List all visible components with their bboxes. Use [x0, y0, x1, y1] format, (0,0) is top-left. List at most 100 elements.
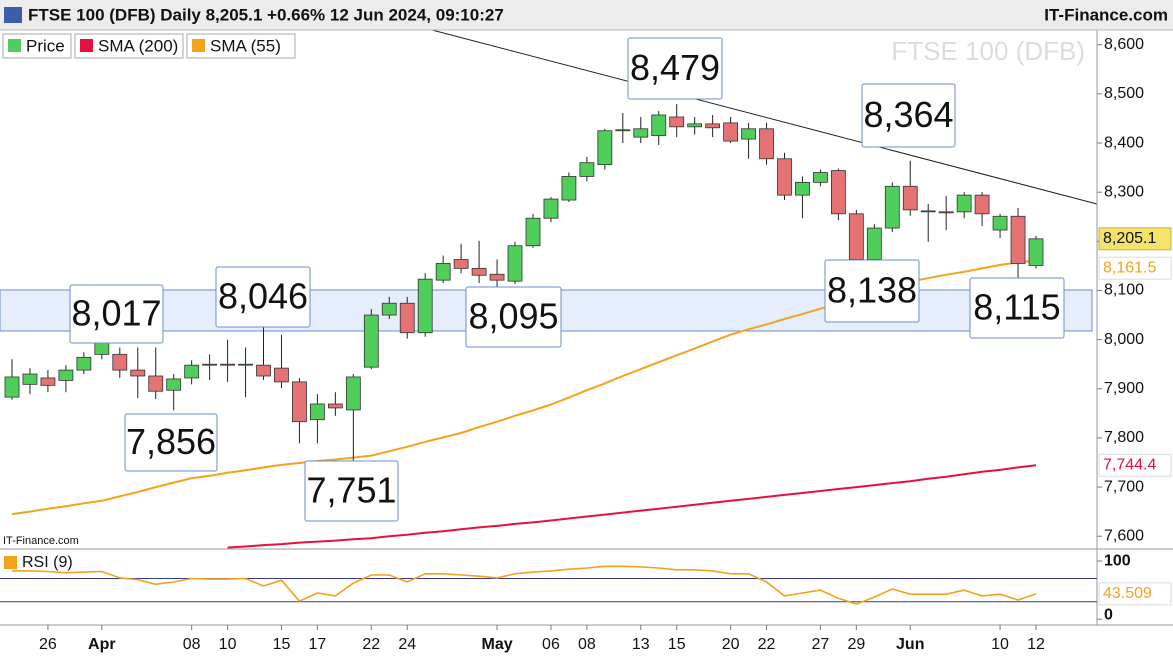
candle-body	[884, 185, 900, 229]
last-value: 8,161.5	[1098, 256, 1172, 280]
annotation-label: 8,138	[827, 270, 917, 311]
candle-body	[148, 375, 164, 392]
source: IT-Finance.com	[1044, 5, 1168, 24]
annotation: 8,046	[215, 266, 311, 328]
annotation-label: 8,115	[973, 287, 1060, 328]
sma-line	[227, 464, 1037, 549]
last-value-box	[1098, 256, 1172, 280]
annotation-box	[465, 286, 562, 348]
x-tick-label: 08	[578, 636, 596, 653]
candle-body	[579, 162, 595, 177]
last-value-label: 7,744.4	[1103, 456, 1156, 473]
annotation-label: 8,095	[468, 296, 558, 337]
x-tick-label: 08	[183, 636, 201, 653]
annotation-label: 8,017	[71, 293, 161, 334]
annotation-label: 7,856	[126, 421, 216, 462]
candle-body	[777, 158, 792, 196]
legend-label: RSI (9)	[22, 554, 73, 571]
candle-body	[184, 364, 200, 379]
legend-label: SMA (200)	[98, 36, 178, 55]
candle-body	[813, 172, 828, 183]
annotation: 8,364	[861, 83, 956, 148]
candle-body	[687, 123, 703, 128]
candle-body	[902, 185, 918, 211]
y-tick-label: 0	[1104, 606, 1113, 623]
candle-body	[741, 128, 756, 140]
annotation-box	[969, 277, 1065, 339]
x-tick-label: 10	[991, 636, 1009, 653]
annotation: 7,856	[124, 413, 218, 472]
legend-item: SMA (200)	[74, 33, 184, 59]
candle-body	[651, 114, 667, 137]
x-tick-label: 15	[273, 636, 291, 653]
legend-item: SMA (55)	[186, 33, 296, 59]
candle-body	[507, 245, 523, 282]
legend-swatch	[80, 39, 93, 52]
annotation-box	[69, 284, 164, 344]
candle-body	[327, 403, 343, 409]
header-icon	[4, 7, 22, 23]
last-value-label: 43.509	[1103, 585, 1152, 602]
y-tick-label: 8,000	[1104, 331, 1144, 348]
x-tick-label: 17	[309, 636, 327, 653]
candle-body	[1010, 215, 1026, 264]
chart-title: FTSE 100 (DFB) Daily 8,205.1 +0.66% 12 J…	[28, 5, 504, 24]
x-tick-label: 22	[758, 636, 776, 653]
candle-body	[166, 378, 182, 391]
candle-body	[112, 353, 128, 371]
y-tick-label: 7,800	[1104, 429, 1144, 446]
candle-body	[94, 342, 110, 355]
candle-body	[848, 213, 864, 260]
candle-body	[561, 176, 577, 201]
annotation: 8,115	[969, 277, 1065, 339]
legend-item: Price	[2, 33, 72, 59]
legend-swatch	[8, 39, 21, 52]
candle-body	[1028, 238, 1044, 266]
candle-body	[381, 302, 397, 316]
annotation-box	[861, 83, 956, 148]
annotation-label: 8,046	[218, 276, 308, 317]
y-tick-label: 8,300	[1104, 183, 1144, 200]
candle-body	[220, 363, 235, 366]
annotation: 8,479	[627, 37, 723, 100]
annotation-label: 7,751	[306, 470, 396, 511]
candle-body	[633, 128, 649, 138]
watermark: FTSE 100 (DFB)	[891, 36, 1085, 66]
candle-body	[597, 130, 613, 166]
candle-body	[274, 367, 289, 383]
x-tick-label: 15	[668, 636, 686, 653]
header-bar	[0, 0, 1173, 30]
annotation-box	[627, 37, 723, 100]
x-tick-label: 10	[219, 636, 237, 653]
candle-body	[795, 181, 810, 196]
annotation-label: 8,479	[630, 47, 720, 88]
candle-body	[615, 129, 631, 132]
last-value-label: 8,161.5	[1103, 259, 1156, 276]
last-value-label: 8,205.1	[1103, 230, 1156, 247]
candle-body	[759, 128, 774, 160]
y-tick-label: 7,900	[1104, 380, 1144, 397]
y-tick-label: 8,500	[1104, 85, 1144, 102]
candle-body	[292, 381, 307, 423]
x-tick-label: Jun	[896, 636, 924, 653]
candle-body	[920, 210, 936, 213]
candle-body	[471, 267, 487, 276]
x-tick-label: 24	[398, 636, 416, 653]
legend-swatch	[192, 39, 205, 52]
x-tick-label: 12	[1027, 636, 1045, 653]
x-tick-label: 06	[542, 636, 560, 653]
candle-body	[345, 376, 361, 411]
candle-body	[830, 170, 846, 215]
y-tick-label: 8,400	[1104, 134, 1144, 151]
annotation-box	[215, 266, 311, 328]
candle-body	[363, 314, 379, 368]
rsi-line	[12, 565, 1037, 605]
annotation: 7,751	[304, 460, 399, 522]
x-tick-label: 20	[722, 636, 740, 653]
candle-body	[992, 215, 1008, 231]
x-tick-label: 13	[632, 636, 650, 653]
candle-body	[669, 116, 685, 128]
